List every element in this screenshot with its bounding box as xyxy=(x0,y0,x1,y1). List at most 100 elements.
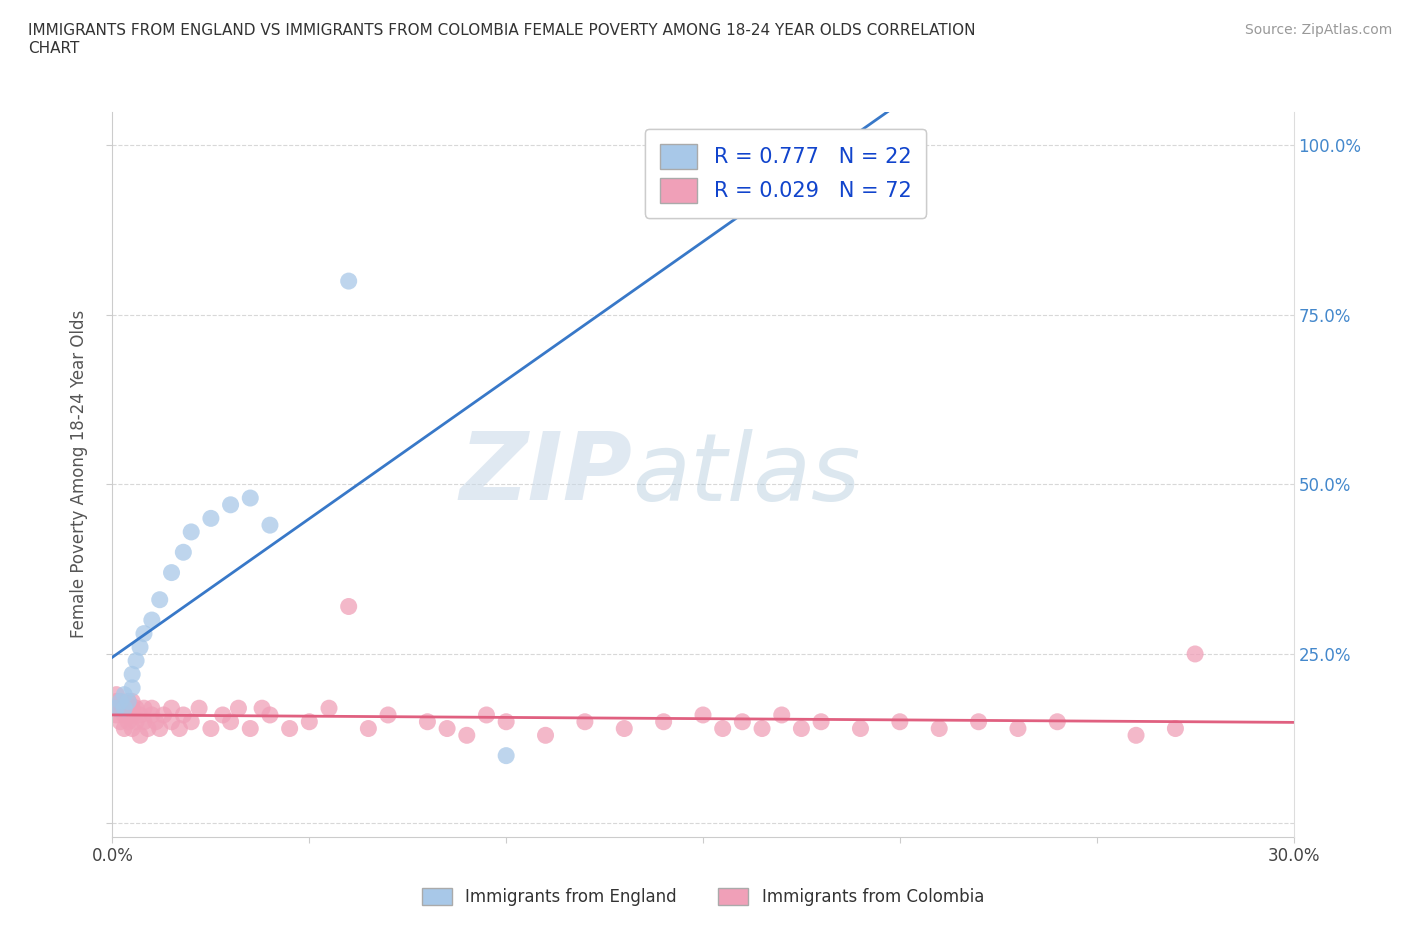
Point xyxy=(169,721,191,736)
Point xyxy=(1184,646,1206,661)
Point xyxy=(112,687,135,702)
Point xyxy=(129,728,152,743)
Point xyxy=(672,138,695,153)
Point xyxy=(105,700,128,715)
Point xyxy=(200,511,222,525)
Point xyxy=(110,694,132,709)
Point xyxy=(110,714,132,729)
Point xyxy=(298,714,321,729)
Point xyxy=(141,613,163,628)
Point xyxy=(219,714,242,729)
Point xyxy=(160,565,183,580)
Point xyxy=(110,700,132,715)
Point xyxy=(495,714,517,729)
Point xyxy=(125,700,148,715)
Point xyxy=(141,700,163,715)
Point xyxy=(770,708,793,723)
Point xyxy=(228,700,250,715)
Point xyxy=(121,667,143,682)
Point xyxy=(125,714,148,729)
Point xyxy=(1125,728,1147,743)
Point xyxy=(149,721,172,736)
Point xyxy=(278,721,301,736)
Point xyxy=(436,721,458,736)
Point xyxy=(172,545,194,560)
Point xyxy=(692,708,714,723)
Point xyxy=(534,728,557,743)
Point xyxy=(160,700,183,715)
Point xyxy=(152,708,174,723)
Point xyxy=(125,653,148,668)
Point xyxy=(259,518,281,533)
Point xyxy=(112,700,135,715)
Point xyxy=(129,640,152,655)
Point xyxy=(141,708,163,723)
Point xyxy=(105,694,128,709)
Point xyxy=(121,681,143,696)
Point xyxy=(121,694,143,709)
Point xyxy=(613,721,636,736)
Text: atlas: atlas xyxy=(633,429,860,520)
Point xyxy=(105,687,128,702)
Point xyxy=(475,708,498,723)
Point xyxy=(711,721,734,736)
Point xyxy=(121,700,143,715)
Point xyxy=(416,714,439,729)
Point xyxy=(456,728,478,743)
Text: IMMIGRANTS FROM ENGLAND VS IMMIGRANTS FROM COLOMBIA FEMALE POVERTY AMONG 18-24 Y: IMMIGRANTS FROM ENGLAND VS IMMIGRANTS FR… xyxy=(28,23,976,56)
Point xyxy=(495,749,517,764)
Point xyxy=(211,708,233,723)
Point xyxy=(121,708,143,723)
Text: Source: ZipAtlas.com: Source: ZipAtlas.com xyxy=(1244,23,1392,37)
Point xyxy=(337,273,360,288)
Point xyxy=(219,498,242,512)
Y-axis label: Female Poverty Among 18-24 Year Olds: Female Poverty Among 18-24 Year Olds xyxy=(70,311,89,638)
Point xyxy=(751,721,773,736)
Point xyxy=(790,721,813,736)
Point xyxy=(188,700,211,715)
Point xyxy=(377,708,399,723)
Legend: Immigrants from England, Immigrants from Colombia: Immigrants from England, Immigrants from… xyxy=(415,881,991,912)
Point xyxy=(117,694,139,709)
Point xyxy=(318,700,340,715)
Point xyxy=(849,721,872,736)
Point xyxy=(250,700,273,715)
Legend: R = 0.777   N = 22, R = 0.029   N = 72: R = 0.777 N = 22, R = 0.029 N = 72 xyxy=(645,129,927,218)
Point xyxy=(810,714,832,729)
Point xyxy=(574,714,596,729)
Point xyxy=(117,694,139,709)
Point xyxy=(337,599,360,614)
Point xyxy=(967,714,990,729)
Point xyxy=(129,708,152,723)
Point xyxy=(1007,721,1029,736)
Point xyxy=(160,714,183,729)
Point xyxy=(145,714,167,729)
Point xyxy=(928,721,950,736)
Point xyxy=(180,714,202,729)
Point xyxy=(1164,721,1187,736)
Point xyxy=(239,721,262,736)
Point xyxy=(132,714,155,729)
Point xyxy=(239,491,262,506)
Point xyxy=(259,708,281,723)
Point xyxy=(121,721,143,736)
Point xyxy=(105,708,128,723)
Point xyxy=(149,592,172,607)
Point xyxy=(731,714,754,729)
Point xyxy=(180,525,202,539)
Point xyxy=(132,626,155,641)
Point xyxy=(889,714,911,729)
Point xyxy=(132,700,155,715)
Point xyxy=(112,700,135,715)
Point xyxy=(652,714,675,729)
Point xyxy=(136,721,159,736)
Point xyxy=(112,721,135,736)
Point xyxy=(172,708,194,723)
Point xyxy=(117,714,139,729)
Point xyxy=(105,700,128,715)
Point xyxy=(110,694,132,709)
Point xyxy=(200,721,222,736)
Point xyxy=(357,721,380,736)
Text: ZIP: ZIP xyxy=(460,429,633,520)
Point xyxy=(1046,714,1069,729)
